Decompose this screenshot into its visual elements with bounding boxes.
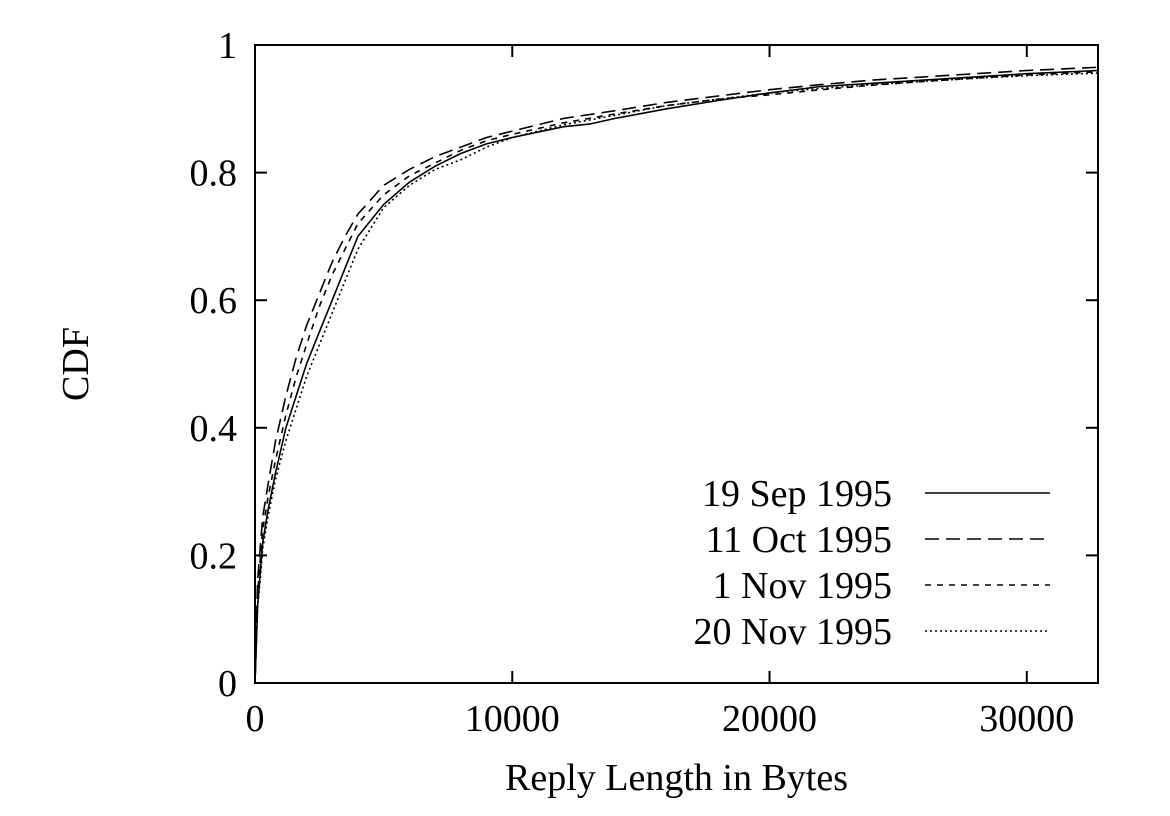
x-tick-label: 0 <box>246 698 265 740</box>
y-tick-label: 0.6 <box>190 280 238 322</box>
x-tick-label: 20000 <box>722 698 817 740</box>
legend-label-3: 1 Nov 1995 <box>713 565 892 607</box>
y-tick-label: 1 <box>218 25 237 67</box>
ticks-layer: 0 10000 20000 30000 0 0.2 0.4 0.6 0.8 1 <box>190 25 1098 740</box>
x-axis-title: Reply Length in Bytes <box>505 757 848 799</box>
y-tick-label: 0.2 <box>190 535 238 577</box>
series-line-1 <box>254 69 1099 684</box>
series-line-2 <box>254 66 1099 684</box>
y-tick-label: 0.4 <box>190 408 238 450</box>
y-tick-label: 0 <box>218 663 237 705</box>
y-axis-title: CDF <box>55 327 97 401</box>
legend-label-1: 19 Sep 1995 <box>702 473 892 515</box>
x-tick-label: 10000 <box>465 698 560 740</box>
legend-label-2: 11 Oct 1995 <box>706 519 892 561</box>
plot-frame <box>254 44 1099 684</box>
series-line-3 <box>254 71 1099 684</box>
series-line-4 <box>254 72 1099 684</box>
x-tick-label: 30000 <box>979 698 1074 740</box>
y-tick-label: 0.8 <box>190 153 238 195</box>
legend-label-4: 20 Nov 1995 <box>694 611 892 653</box>
series-layer <box>254 66 1099 684</box>
